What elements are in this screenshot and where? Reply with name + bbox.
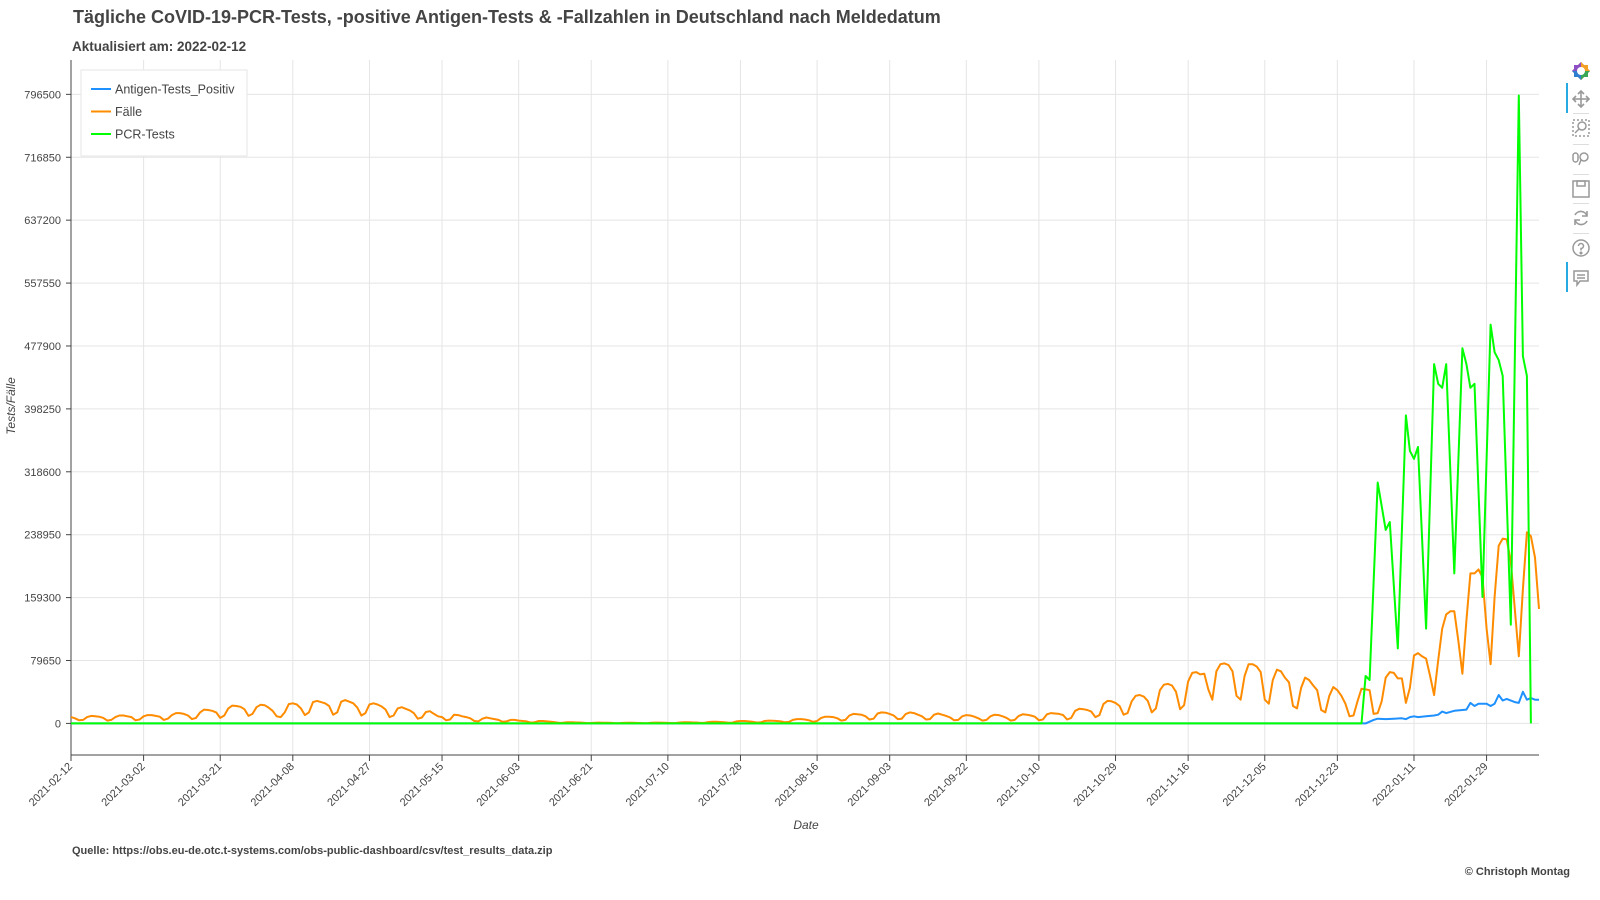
series-line-faelle bbox=[70, 531, 1540, 725]
y-tick-label: 0 bbox=[55, 718, 61, 730]
x-tick-label: 2021-11-16 bbox=[1145, 761, 1193, 809]
toolbar-separator bbox=[1573, 203, 1589, 204]
x-tick-label: 2021-09-22 bbox=[922, 761, 970, 809]
x-tick-label: 2021-04-08 bbox=[249, 761, 297, 809]
x-tick-label: 2021-04-27 bbox=[325, 761, 373, 809]
legend-label: Antigen-Tests_Positiv bbox=[115, 83, 235, 97]
x-tick-label: 2021-09-03 bbox=[846, 761, 894, 809]
x-tick-label: 2021-12-23 bbox=[1293, 761, 1341, 809]
y-tick-label: 318600 bbox=[24, 467, 61, 479]
copyright-note: © Christoph Montag bbox=[1464, 866, 1570, 878]
y-tick-label: 238950 bbox=[24, 530, 61, 542]
chart-title: Tägliche CoVID-19-PCR-Tests, -positive A… bbox=[73, 7, 941, 27]
x-tick-label: 2021-06-21 bbox=[547, 761, 595, 809]
save-tool-button[interactable] bbox=[1569, 177, 1593, 201]
wheel-zoom-tool-button[interactable] bbox=[1569, 147, 1593, 171]
x-axis-label: Date bbox=[793, 818, 819, 832]
y-tick-label: 477900 bbox=[24, 341, 61, 353]
legend-label: PCR-Tests bbox=[115, 128, 175, 142]
toolbar-separator bbox=[1573, 113, 1589, 114]
reset-tool-button[interactable] bbox=[1569, 206, 1593, 230]
box-zoom-tool-button[interactable] bbox=[1569, 116, 1593, 140]
help-tool-icon bbox=[1571, 238, 1591, 258]
wheel-zoom-tool-icon bbox=[1571, 149, 1591, 169]
y-axis-ticks: 0 79650 159300 238950 318600 398250 477900 5575… bbox=[24, 89, 71, 730]
series-line-pcr-tests bbox=[71, 94, 1532, 725]
y-tick-label: 398250 bbox=[24, 404, 61, 416]
y-tick-label: 716850 bbox=[24, 152, 61, 164]
x-tick-label: 2021-05-15 bbox=[398, 761, 446, 809]
source-note: Quelle: https://obs.eu-de.otc.t-systems.… bbox=[72, 845, 553, 857]
legend: Antigen-Tests_Positiv Fälle PCR-Tests bbox=[80, 69, 248, 157]
reset-tool-icon bbox=[1571, 208, 1591, 228]
active-tool-indicator bbox=[1566, 83, 1568, 113]
pan-tool-icon bbox=[1571, 89, 1591, 109]
x-tick-label: 2021-07-28 bbox=[696, 761, 744, 809]
x-tick-label: 2021-12-05 bbox=[1221, 761, 1269, 809]
x-tick-label: 2021-10-10 bbox=[995, 761, 1043, 809]
series-line-antigen-tests-positiv bbox=[71, 690, 1539, 725]
active-tool-indicator bbox=[1566, 262, 1568, 292]
x-tick-label: 2022-01-29 bbox=[1442, 761, 1490, 809]
x-tick-label: 2021-03-21 bbox=[176, 761, 224, 809]
x-tick-label: 2021-08-16 bbox=[773, 761, 821, 809]
x-tick-label: 2021-10-29 bbox=[1071, 761, 1119, 809]
help-tool-button[interactable] bbox=[1569, 236, 1593, 260]
toolbar-separator bbox=[1573, 233, 1589, 234]
grid-lines bbox=[70, 60, 1539, 755]
legend-box bbox=[80, 69, 248, 157]
x-tick-label: 2021-07-10 bbox=[624, 761, 672, 809]
bokeh-logo-button[interactable] bbox=[1569, 59, 1593, 83]
chart-subtitle: Aktualisiert am: 2022-02-12 bbox=[72, 39, 247, 54]
hover-tool-button[interactable] bbox=[1569, 266, 1593, 290]
x-axis-ticks: 2021-02-12 2021-03-02 2021-03-21 2021-04-08… bbox=[27, 755, 1491, 809]
x-tick-label: 2021-06-03 bbox=[474, 761, 522, 809]
y-tick-label: 637200 bbox=[24, 215, 61, 227]
y-tick-label: 557550 bbox=[24, 278, 61, 290]
y-axis-label: Tests/Fälle bbox=[4, 377, 18, 435]
toolbar-separator bbox=[1573, 144, 1589, 145]
y-tick-label: 796500 bbox=[24, 89, 61, 101]
box-zoom-tool-icon bbox=[1571, 118, 1591, 138]
y-tick-label: 159300 bbox=[24, 593, 61, 605]
axes bbox=[70, 60, 1539, 756]
bokeh-logo-icon bbox=[1571, 61, 1591, 81]
save-tool-icon bbox=[1571, 179, 1591, 199]
series-lines bbox=[70, 94, 1540, 725]
legend-label: Fälle bbox=[115, 105, 142, 119]
toolbar-separator bbox=[1573, 174, 1589, 175]
hover-tool-icon bbox=[1571, 268, 1591, 288]
x-tick-label: 2021-03-02 bbox=[99, 761, 147, 809]
pan-tool-button[interactable] bbox=[1569, 87, 1593, 111]
x-tick-label: 2021-02-12 bbox=[27, 761, 75, 809]
x-tick-label: 2022-01-11 bbox=[1370, 761, 1418, 809]
y-tick-label: 79650 bbox=[30, 656, 61, 668]
